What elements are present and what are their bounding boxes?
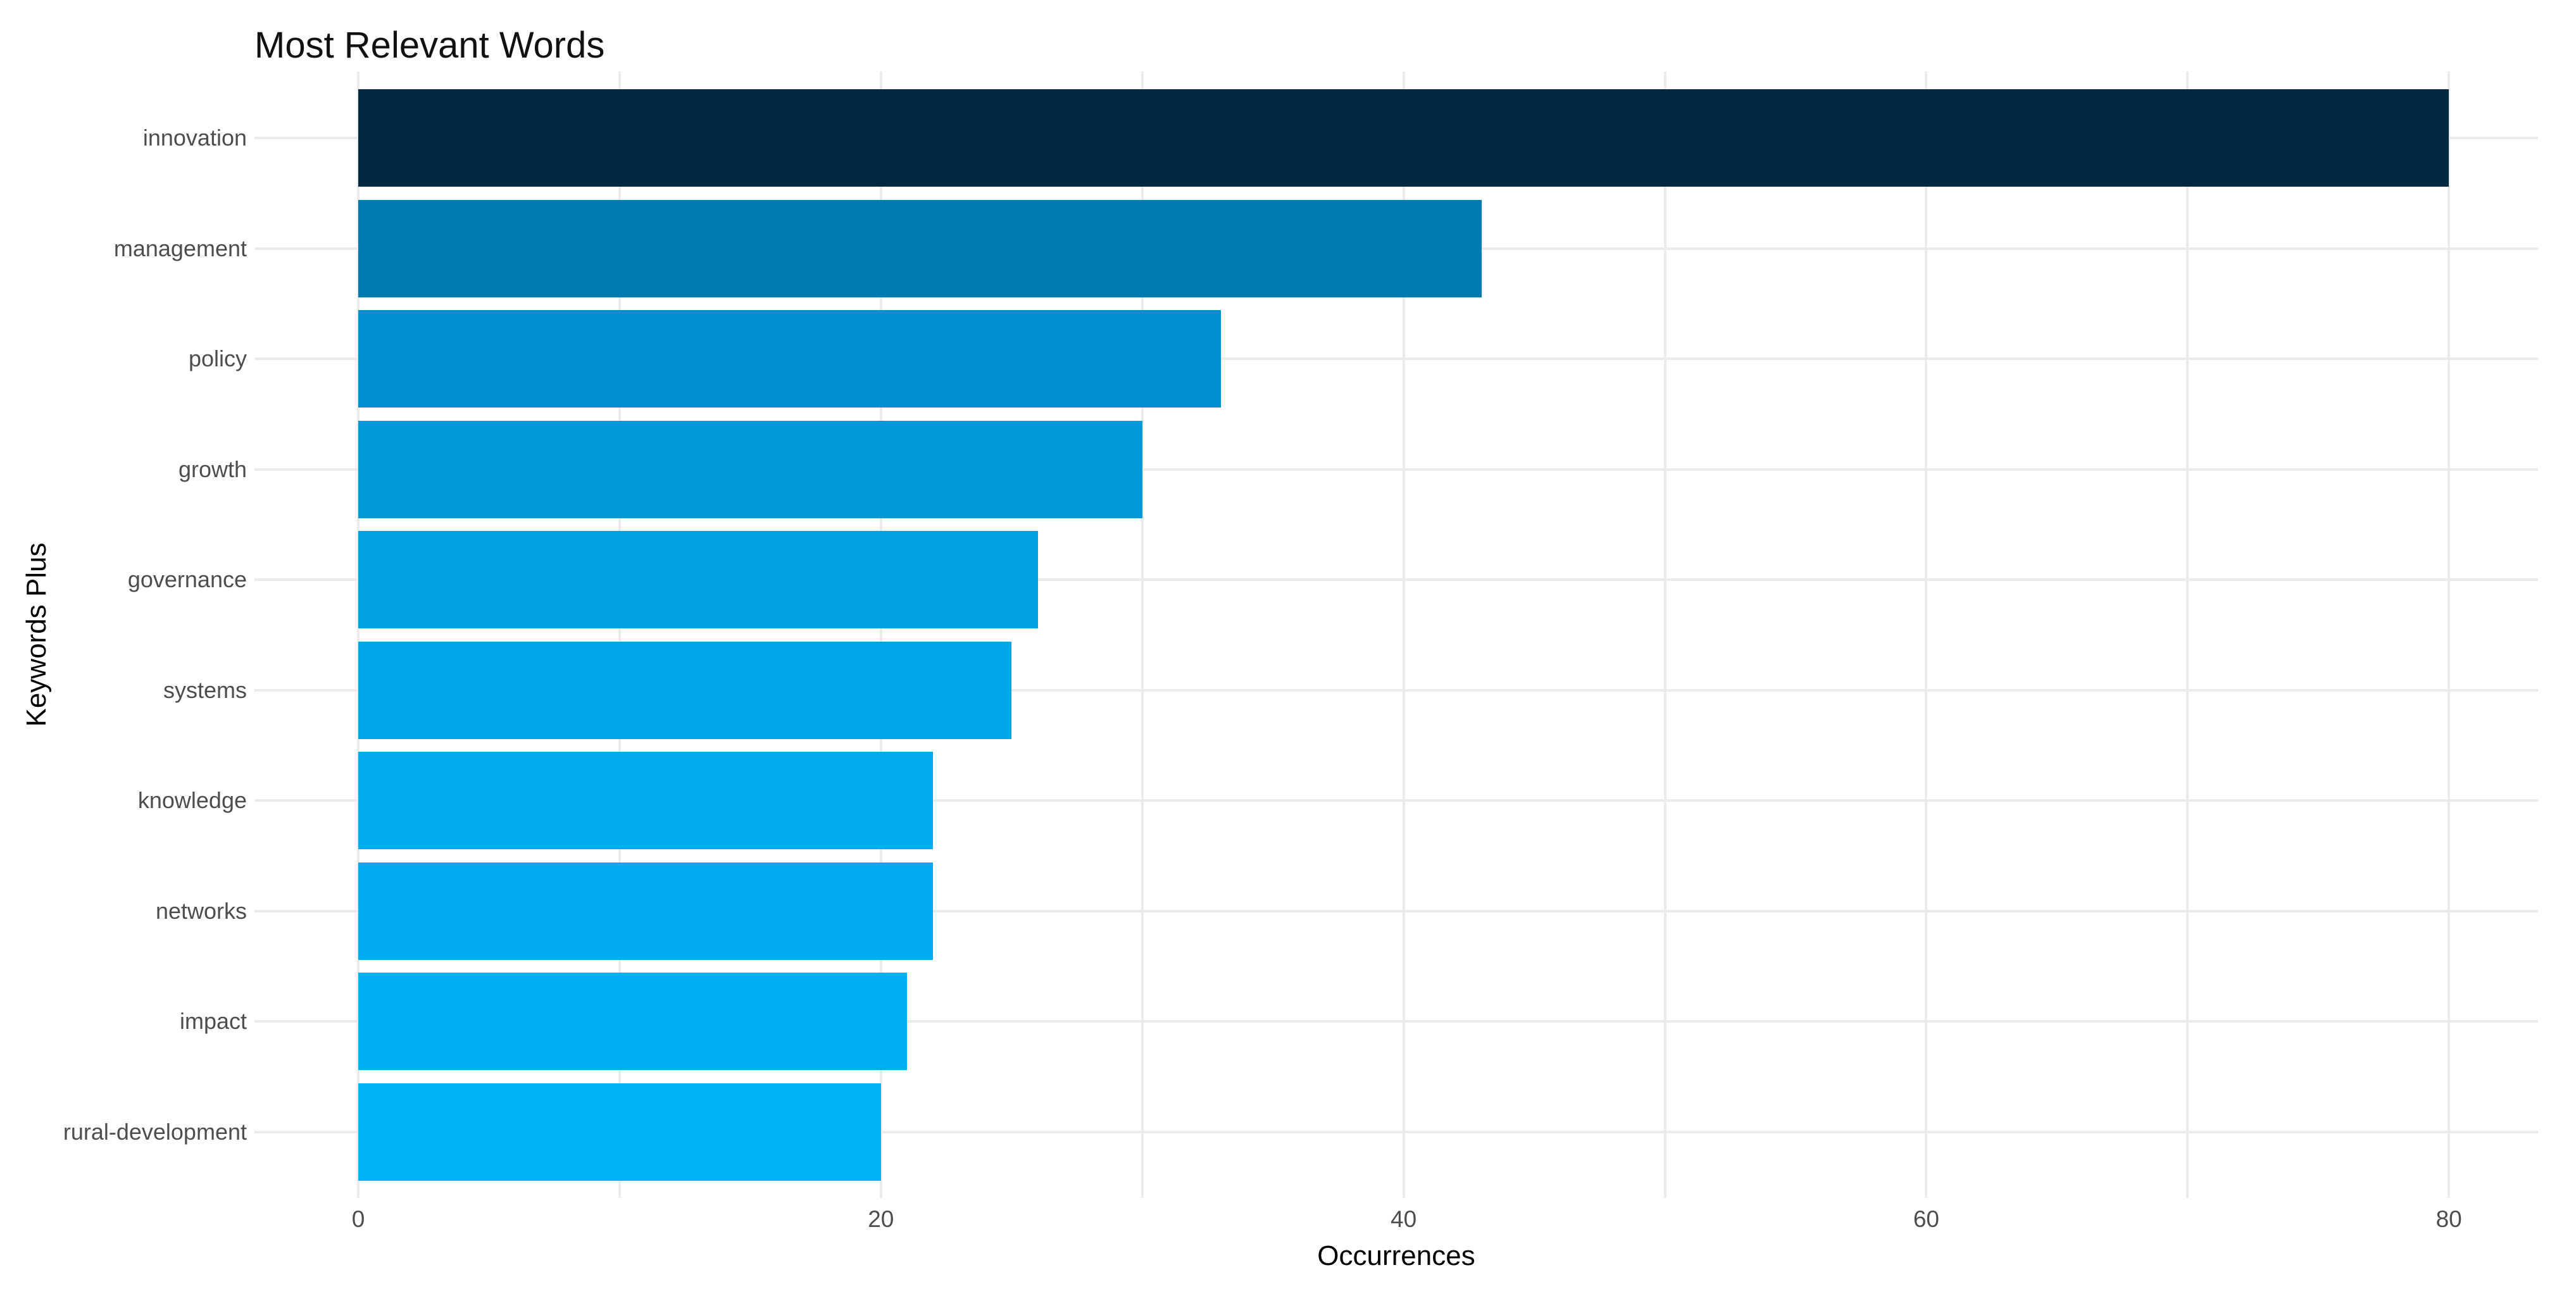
category-label-growth: growth [178,456,247,482]
chart-title: Most Relevant Words [254,25,605,66]
v-gridline-0 [357,72,360,1198]
category-label-innovation: innovation [142,125,247,151]
category-label-policy: policy [188,346,247,371]
bar-governance [358,531,1038,628]
bar-innovation [358,89,2449,187]
category-label-governance: governance [127,566,247,592]
plot-panel [254,72,2538,1198]
category-label-systems: systems [163,676,247,703]
h-gridline-systems [254,688,2538,692]
bar-policy [358,310,1221,408]
bar-networks [358,862,934,960]
bar-rural-development [358,1083,881,1181]
v-gridline-20 [879,72,882,1198]
h-gridline-rural-development [254,1130,2538,1133]
x-tick-label-60: 60 [1913,1206,1939,1232]
v-gridline-70 [2186,72,2189,1198]
h-gridline-governance [254,578,2538,581]
bar-growth [358,420,1142,518]
category-label-knowledge: knowledge [137,787,247,813]
v-gridline-60 [1925,72,1928,1198]
category-label-management: management [113,235,247,261]
category-label-rural-development: rural-development [63,1118,247,1145]
category-label-networks: networks [155,897,247,924]
x-tick-label-40: 40 [1391,1206,1417,1232]
x-axis-title: Occurrences [1317,1240,1475,1271]
category-label-impact: impact [179,1008,247,1034]
y-axis-title: Keywords Plus [21,542,52,727]
bar-systems [358,641,1012,739]
h-gridline-networks [254,909,2538,912]
v-gridline-10 [618,72,621,1198]
x-tick-label-80: 80 [2435,1206,2462,1232]
h-gridline-growth [254,468,2538,471]
v-gridline-50 [1663,72,1666,1198]
h-gridline-impact [254,1020,2538,1023]
x-tick-label-0: 0 [351,1206,365,1232]
bar-knowledge [358,752,934,849]
bar-management [358,199,1482,297]
v-gridline-40 [1402,72,1405,1198]
v-gridline-30 [1141,72,1144,1198]
h-gridline-policy [254,358,2538,360]
v-gridline-80 [2448,72,2451,1198]
bar-impact [358,973,908,1070]
x-tick-label-20: 20 [868,1206,894,1232]
h-gridline-knowledge [254,799,2538,802]
